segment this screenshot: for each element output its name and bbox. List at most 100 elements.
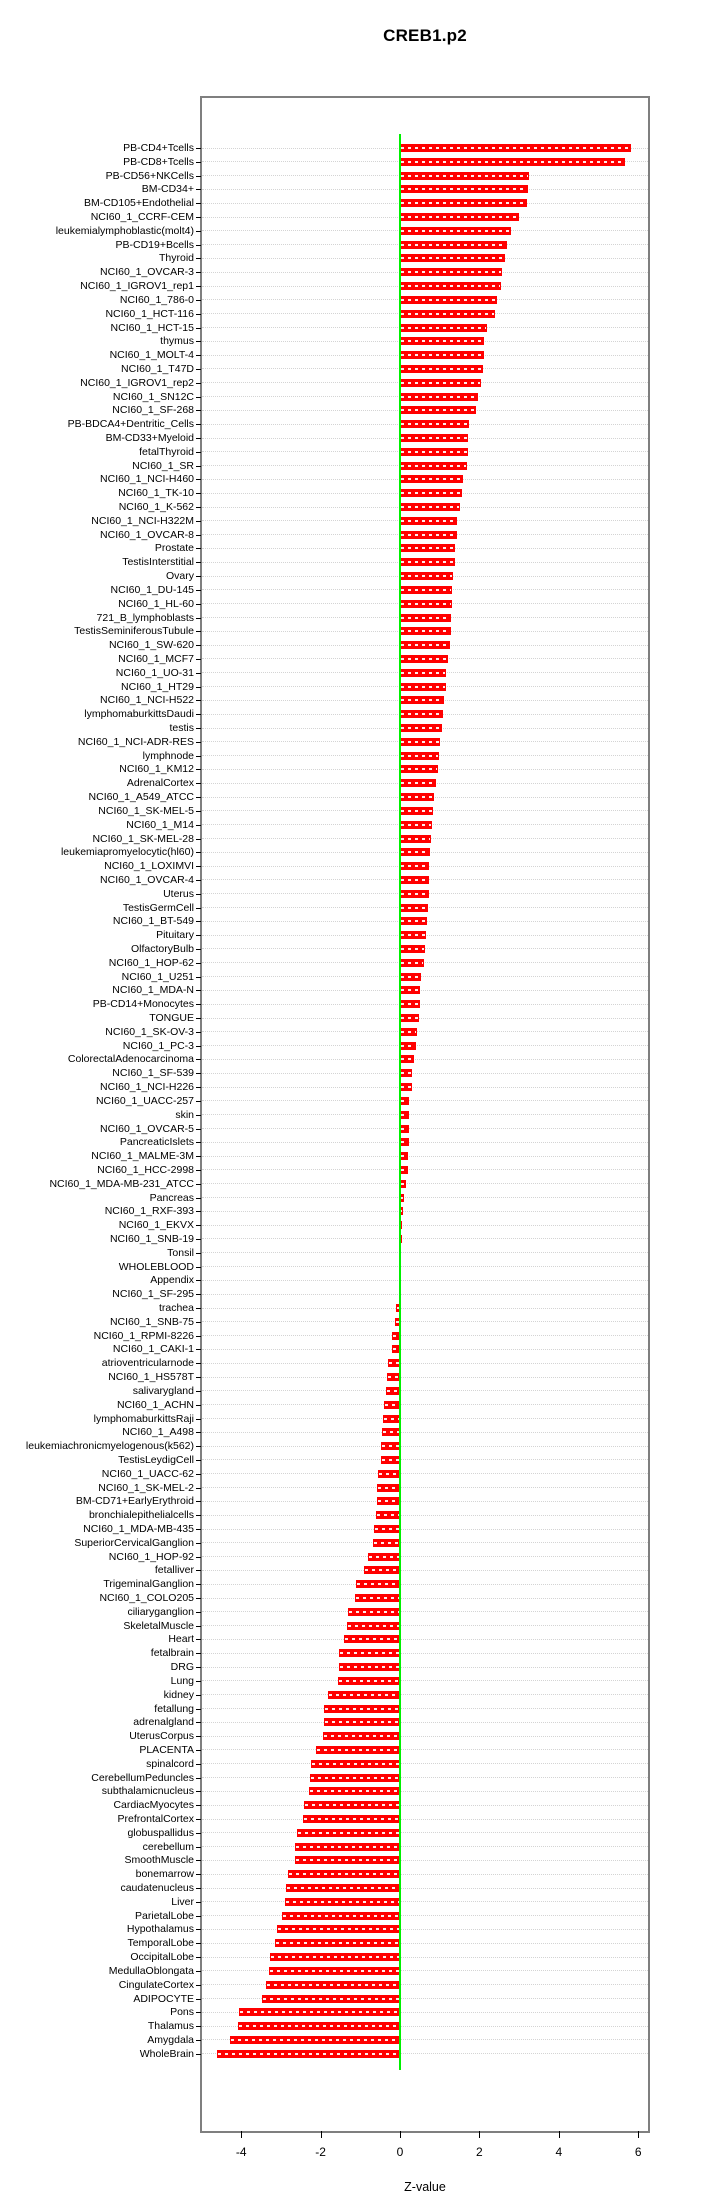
bar [400, 1096, 410, 1105]
bar [400, 309, 495, 318]
bar-dash-pattern [339, 1666, 399, 1669]
category-tick [196, 1763, 201, 1765]
bar-dash-pattern [347, 1624, 399, 1627]
category-label: kidney [163, 1688, 194, 1701]
bar-dash-pattern [282, 1914, 399, 1917]
category-tick [196, 1901, 201, 1903]
category-tick [196, 1377, 201, 1379]
category-label: CardiacMyocytes [113, 1798, 194, 1811]
bar [400, 1110, 409, 1119]
category-tick [196, 1100, 201, 1102]
bar [400, 668, 447, 677]
grid-line [202, 1321, 648, 1323]
grid-line [202, 1390, 648, 1392]
bar [380, 1455, 400, 1464]
bar [400, 434, 469, 442]
bar-dash-pattern [401, 685, 445, 688]
category-tick [196, 368, 201, 370]
bar [400, 931, 427, 940]
grid-line [202, 1749, 648, 1751]
grid-line [202, 1500, 648, 1502]
grid-line [202, 1763, 648, 1765]
category-tick [196, 728, 201, 730]
grid-line [202, 1445, 648, 1447]
bar-dash-pattern [287, 1887, 399, 1890]
grid-line [202, 1238, 648, 1240]
bar [400, 682, 446, 691]
category-tick [196, 990, 201, 992]
bar-dash-pattern [401, 892, 428, 895]
bar-dash-pattern [295, 1859, 399, 1862]
bar [400, 1000, 421, 1009]
category-label: BM-CD34+ [141, 183, 194, 196]
grid-line [202, 1680, 648, 1682]
bar [400, 1055, 415, 1064]
grid-line [202, 1708, 648, 1710]
bar [400, 1138, 409, 1147]
bar-dash-pattern [395, 1320, 399, 1323]
category-label: ciliaryganglion [127, 1605, 194, 1618]
category-tick [196, 1031, 201, 1033]
category-tick [196, 838, 201, 840]
bar-dash-pattern [356, 1583, 399, 1586]
bar-dash-pattern [368, 1555, 399, 1558]
bar [400, 903, 428, 912]
bar-dash-pattern [393, 1334, 399, 1337]
category-tick [196, 769, 201, 771]
category-label: lymphnode [142, 749, 194, 762]
category-label: TONGUE [149, 1011, 194, 1024]
category-tick [196, 1266, 201, 1268]
bar-dash-pattern [401, 1072, 411, 1075]
bar-dash-pattern [401, 409, 475, 412]
bar-dash-pattern [401, 671, 446, 674]
category-tick [196, 1639, 201, 1641]
grid-line [202, 1031, 648, 1033]
category-tick [196, 1459, 201, 1461]
category-label: NCI60_1_K-562 [118, 500, 194, 513]
category-tick [196, 603, 201, 605]
category-label: NCI60_1_KM12 [119, 763, 194, 776]
bar-dash-pattern [275, 1942, 399, 1945]
bar [400, 503, 461, 512]
grid-line [202, 948, 648, 950]
category-label: lymphomaburkittsRaji [93, 1412, 194, 1425]
category-tick [196, 976, 201, 978]
bar-dash-pattern [401, 1086, 411, 1089]
grid-line [202, 1307, 648, 1309]
bar [400, 1069, 412, 1078]
category-tick [196, 866, 201, 868]
grid-line [202, 1956, 648, 1958]
category-label: NCI60_1_HCT-15 [110, 321, 194, 334]
category-label: NCI60_1_SF-539 [112, 1067, 194, 1080]
grid-line [202, 1100, 648, 1102]
bar [400, 710, 444, 719]
bar [400, 765, 439, 774]
category-label: NCI60_1_MDA-N [112, 984, 194, 997]
bar-dash-pattern [401, 1168, 407, 1171]
bar [346, 1621, 400, 1630]
bar [400, 213, 520, 222]
bar-dash-pattern [401, 340, 484, 343]
bar [400, 226, 512, 235]
category-label: PrefrontalCortex [117, 1812, 194, 1825]
category-tick [196, 672, 201, 674]
category-label: NCI60_1_IGROV1_rep2 [80, 376, 194, 389]
category-label: ADIPOCYTE [133, 1992, 194, 2005]
category-label: Thyroid [158, 252, 194, 265]
category-label: Hypothalamus [126, 1923, 194, 1936]
category-label: leukemiapromyelocytic(hl60) [60, 846, 194, 859]
grid-line [202, 1045, 648, 1047]
x-axis-tick [638, 2131, 640, 2138]
grid-line [202, 1721, 648, 1723]
category-label: NCI60_1_SR [132, 459, 194, 472]
grid-line [202, 1804, 648, 1806]
category-tick [196, 1059, 201, 1061]
category-tick [196, 548, 201, 550]
x-axis-tick-label: 4 [555, 2145, 563, 2159]
bar-dash-pattern [401, 506, 460, 509]
category-label: Appendix [150, 1274, 194, 1287]
bar [400, 613, 451, 622]
category-tick [196, 741, 201, 743]
category-label: Lung [170, 1674, 194, 1687]
bar [373, 1538, 400, 1547]
